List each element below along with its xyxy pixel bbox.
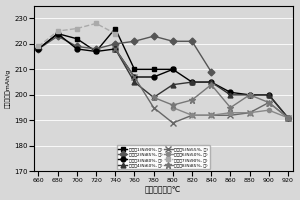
Line: 实施例3(Ni80%, 小): 实施例3(Ni80%, 小)	[36, 31, 290, 120]
实施例1(Ni90%, 小)	[75, 38, 79, 40]
实施例3(Ni80%, 小)	[267, 94, 271, 96]
Line: 実施例8(Ni85%, 大): 実施例8(Ni85%, 大)	[150, 81, 292, 121]
Line: 実施例7(Ni90%, 大): 実施例7(Ni90%, 大)	[36, 21, 118, 49]
実施例8(Ni85%, 大)	[286, 117, 290, 119]
实施例3(Ni80%, 小)	[248, 94, 251, 96]
实施例3(Ni80%, 小)	[75, 48, 79, 50]
实施例2(Ni85%, 小)	[171, 40, 175, 42]
Legend: 实施例1(Ni90%, 小), 实施例2(Ni85%, 小), 实施例3(Ni80%, 小), 实施例4(Ni60%, 小), 实施例5(Ni55%, 小), : 实施例1(Ni90%, 小), 实施例2(Ni85%, 小), 实施例3(Ni8…	[117, 145, 210, 169]
实施例1(Ni90%, 小)	[56, 32, 59, 35]
Line: 実施例6(Ni50%, 小): 実施例6(Ni50%, 小)	[171, 106, 290, 120]
Line: 实施例5(Ni55%, 小): 实施例5(Ni55%, 小)	[112, 46, 291, 126]
实施例1(Ni90%, 小)	[113, 27, 117, 30]
実施例6(Ni50%, 小)	[171, 106, 175, 109]
実施例6(Ni50%, 小)	[209, 114, 213, 116]
实施例5(Ni55%, 小)	[133, 76, 136, 78]
实施例4(Ni60%, 小)	[171, 83, 175, 86]
实施例2(Ni85%, 小)	[133, 40, 136, 42]
实施例3(Ni80%, 小)	[133, 76, 136, 78]
X-axis label: 热处理温度，℃: 热处理温度，℃	[145, 185, 182, 194]
实施例5(Ni55%, 小)	[190, 114, 194, 116]
実施例8(Ni85%, 大)	[248, 94, 251, 96]
实施例4(Ni60%, 小)	[248, 94, 251, 96]
实施例4(Ni60%, 小)	[229, 94, 232, 96]
Y-axis label: 放电容量，mAh/g: 放电容量，mAh/g	[6, 69, 11, 108]
实施例5(Ni55%, 小)	[267, 101, 271, 104]
实施例3(Ni80%, 小)	[209, 81, 213, 83]
实施例4(Ni60%, 小)	[267, 94, 271, 96]
実施例6(Ni50%, 小)	[190, 114, 194, 116]
实施例3(Ni80%, 小)	[113, 48, 117, 50]
实施例2(Ni85%, 小)	[113, 43, 117, 45]
実施例6(Ni50%, 小)	[267, 109, 271, 111]
实施例5(Ni55%, 小)	[248, 112, 251, 114]
实施例3(Ni80%, 小)	[152, 76, 155, 78]
実施例8(Ni85%, 大)	[229, 106, 232, 109]
实施例2(Ni85%, 小)	[152, 35, 155, 37]
实施例4(Ni60%, 小)	[190, 81, 194, 83]
实施例2(Ni85%, 小)	[209, 71, 213, 73]
实施例3(Ni80%, 小)	[94, 50, 98, 53]
实施例1(Ni90%, 小)	[94, 50, 98, 53]
实施例1(Ni90%, 小)	[133, 68, 136, 71]
実施例7(Ni90%, 大)	[113, 32, 117, 35]
实施例3(Ni80%, 小)	[229, 91, 232, 94]
実施例7(Ni90%, 大)	[37, 45, 40, 48]
实施例4(Ni60%, 小)	[113, 48, 117, 50]
实施例5(Ni55%, 小)	[229, 114, 232, 116]
实施例2(Ni85%, 小)	[37, 48, 40, 50]
实施例5(Ni55%, 小)	[171, 122, 175, 124]
实施例5(Ni55%, 小)	[286, 117, 290, 119]
实施例4(Ni60%, 小)	[152, 96, 155, 99]
実施例8(Ni85%, 大)	[190, 99, 194, 101]
实施例1(Ni90%, 小)	[152, 68, 155, 71]
实施例5(Ni55%, 小)	[209, 114, 213, 116]
実施例8(Ni85%, 大)	[267, 101, 271, 104]
実施例8(Ni85%, 大)	[209, 83, 213, 86]
实施例5(Ni55%, 小)	[152, 106, 155, 109]
实施例3(Ni80%, 小)	[286, 117, 290, 119]
実施例6(Ni50%, 小)	[229, 112, 232, 114]
Line: 实施例1(Ni90%, 小): 实施例1(Ni90%, 小)	[36, 26, 175, 72]
实施例4(Ni60%, 小)	[286, 117, 290, 119]
実施例7(Ni90%, 大)	[94, 22, 98, 25]
実施例8(Ni85%, 大)	[171, 104, 175, 106]
実施例8(Ni85%, 大)	[152, 96, 155, 99]
実施例7(Ni90%, 大)	[56, 30, 59, 32]
实施例2(Ni85%, 小)	[94, 48, 98, 50]
実施例6(Ni50%, 小)	[248, 112, 251, 114]
Line: 实施例2(Ni85%, 小): 实施例2(Ni85%, 小)	[36, 34, 214, 74]
実施例7(Ni90%, 大)	[75, 27, 79, 30]
实施例1(Ni90%, 小)	[171, 68, 175, 71]
实施例2(Ni85%, 小)	[75, 45, 79, 48]
实施例2(Ni85%, 小)	[190, 40, 194, 42]
实施例4(Ni60%, 小)	[133, 81, 136, 83]
実施例6(Ni50%, 小)	[286, 117, 290, 119]
实施例5(Ni55%, 小)	[113, 48, 117, 50]
实施例1(Ni90%, 小)	[37, 48, 40, 50]
实施例4(Ni60%, 小)	[209, 81, 213, 83]
实施例3(Ni80%, 小)	[56, 32, 59, 35]
实施例2(Ni85%, 小)	[56, 35, 59, 37]
实施例3(Ni80%, 小)	[37, 48, 40, 50]
实施例3(Ni80%, 小)	[190, 81, 194, 83]
Line: 实施例4(Ni60%, 小): 实施例4(Ni60%, 小)	[113, 47, 290, 120]
实施例3(Ni80%, 小)	[171, 68, 175, 71]
